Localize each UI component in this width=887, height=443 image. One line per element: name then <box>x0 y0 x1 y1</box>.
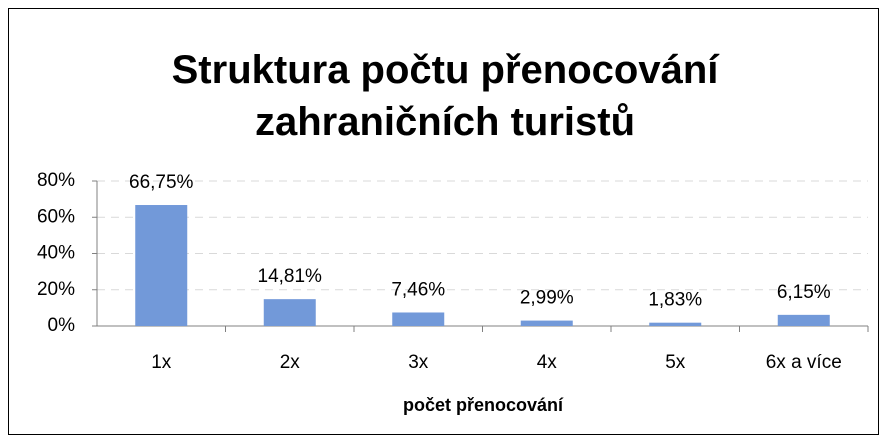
value-label: 1,83% <box>648 290 702 311</box>
bar <box>649 322 702 326</box>
x-tick-label: 5x <box>665 352 686 373</box>
x-tick-label: 6x a více <box>766 352 842 373</box>
y-tick-label: 20% <box>37 279 75 300</box>
value-label: 7,46% <box>391 279 445 300</box>
bar <box>135 205 188 326</box>
y-tick-label: 80% <box>37 170 75 191</box>
bar <box>263 299 316 326</box>
value-label: 6,15% <box>777 282 831 303</box>
x-axis-label: počet přenocování <box>403 395 564 415</box>
bar <box>777 314 830 326</box>
y-tick-label: 0% <box>48 315 76 336</box>
value-label: 66,75% <box>129 172 194 193</box>
x-tick-label: 3x <box>408 352 429 373</box>
x-tick-label: 4x <box>537 352 558 373</box>
y-tick-label: 40% <box>37 243 75 264</box>
value-label: 14,81% <box>258 266 323 287</box>
bar <box>392 312 445 326</box>
value-label: 2,99% <box>520 288 574 309</box>
bar <box>520 320 573 326</box>
x-tick-label: 1x <box>151 352 172 373</box>
x-tick-label: 2x <box>280 352 301 373</box>
chart-title: Struktura počtu přenocování zahraničních… <box>171 48 719 144</box>
y-tick-label: 60% <box>37 206 75 227</box>
